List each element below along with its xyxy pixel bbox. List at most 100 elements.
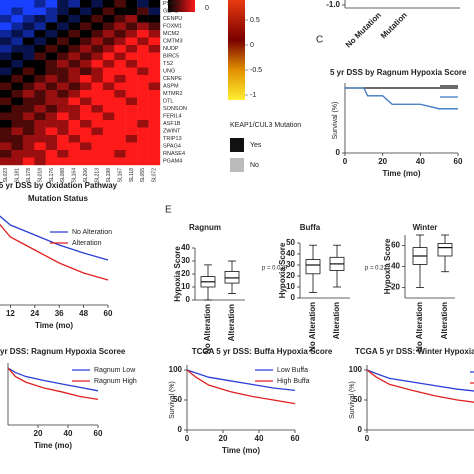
heatmap-cell xyxy=(102,150,115,158)
heatmap-cell xyxy=(0,30,12,38)
heatmap-cell xyxy=(68,97,81,106)
heatmap-cell xyxy=(0,90,12,98)
heatmap-cell xyxy=(102,22,115,31)
heatmap-cell xyxy=(68,67,81,76)
heatmap-cell xyxy=(11,105,24,113)
heatmap-cell xyxy=(22,120,35,128)
heatmap-cell xyxy=(0,60,12,68)
heatmap-cell xyxy=(57,15,69,23)
sample-label: SL072 xyxy=(152,168,158,183)
heatmap-cell xyxy=(11,135,24,143)
heatmap-cell xyxy=(102,67,115,76)
sample-label: SL213 xyxy=(94,168,100,183)
heatmap-cell xyxy=(91,135,104,143)
heatmap-cell xyxy=(57,112,69,121)
heatmap-cell xyxy=(114,142,126,151)
heatmap-cell xyxy=(11,15,24,23)
heatmap-cell xyxy=(102,82,115,91)
heatmap-cell xyxy=(80,82,92,91)
heatmap-cell xyxy=(45,97,58,106)
heatmap-cell xyxy=(125,22,138,31)
heatmap-cell xyxy=(0,67,12,76)
heatmap-cell xyxy=(80,30,92,38)
sample-label: SL164 xyxy=(72,168,78,183)
heatmap-cell xyxy=(102,90,115,98)
sample-label: SL088 xyxy=(60,168,66,183)
heatmap-cell xyxy=(137,22,149,31)
heatmap-cell xyxy=(102,127,115,136)
heatmap-cell xyxy=(22,105,35,113)
legend-label: No Alteration xyxy=(72,229,112,236)
heatmap-cell xyxy=(114,135,126,143)
heatmap-cell xyxy=(91,60,104,68)
heatmap-cell xyxy=(125,67,138,76)
heatmap-cell xyxy=(11,90,24,98)
x-tick-label: 36 xyxy=(55,309,64,318)
heatmap-cell xyxy=(11,97,24,106)
legend-swatch xyxy=(230,138,244,152)
x-tick-label: 60 xyxy=(291,434,300,443)
heatmap-cell xyxy=(11,7,24,16)
heatmap-cell xyxy=(125,150,138,158)
heatmap-cell xyxy=(91,30,104,38)
heatmap-cell xyxy=(114,112,126,121)
y-tick-label: 20 xyxy=(391,283,400,292)
sample-label: SL055 xyxy=(140,168,146,183)
heatmap-cell xyxy=(68,30,81,38)
gene-label: TRIP13 xyxy=(163,136,182,142)
heatmap-cell xyxy=(34,60,46,68)
heatmap-cell xyxy=(0,37,12,46)
heatmap-cell xyxy=(34,120,46,128)
y-tick-label: 30 xyxy=(181,256,190,265)
heatmap-cell xyxy=(91,15,104,23)
y-tick-label: 0 xyxy=(186,295,191,304)
sample-label: SL181 xyxy=(14,168,20,183)
legend-label: No xyxy=(250,162,259,169)
x-category-label: Mutation xyxy=(379,10,409,40)
panel-title: 5 yr DSS by Ragnum Hypoxia Score xyxy=(330,68,467,77)
y-tick-label: 40 xyxy=(286,249,295,258)
heatmap-cell xyxy=(68,22,81,31)
panel-title: Winter xyxy=(413,223,438,232)
legend-label: Yes xyxy=(250,142,262,149)
heatmap-cell xyxy=(114,67,126,76)
y-tick-label: 0 xyxy=(336,148,341,157)
heatmap-cell xyxy=(137,112,149,121)
heatmap-cell xyxy=(45,37,58,46)
heatmap-cell xyxy=(22,90,35,98)
heatmap-cell xyxy=(22,22,35,31)
heatmap-cell xyxy=(57,105,69,113)
panel-title: TCGA 5 yr DSS: Buffa Hypoxia Score xyxy=(192,347,333,356)
gene-label: ASPM xyxy=(163,84,179,90)
heatmap-cell xyxy=(22,97,35,106)
box xyxy=(224,270,240,284)
heatmap-cell xyxy=(22,52,35,61)
heatmap-cell xyxy=(45,142,58,151)
heatmap-cell xyxy=(0,22,12,31)
heatmap-cell xyxy=(102,112,115,121)
heatmap-cell xyxy=(91,45,104,53)
gene-label: MTMR2 xyxy=(163,91,183,97)
gene-label: PGAM4 xyxy=(163,159,182,165)
x-axis-label: Time (mo) xyxy=(222,446,260,455)
heatmap-cell xyxy=(125,90,138,98)
heatmap-cell xyxy=(91,37,104,46)
heatmap-cell xyxy=(114,150,126,158)
x-category-label: Alteration xyxy=(227,304,236,341)
heatmap-cell xyxy=(80,135,92,143)
heatmap-cell xyxy=(148,120,161,128)
heatmap-cell xyxy=(68,142,81,151)
gene-label: DTL xyxy=(163,99,173,105)
heatmap-cell xyxy=(22,67,35,76)
heatmap-cell xyxy=(11,142,24,151)
colorbar-tick-label: 0 xyxy=(250,42,254,49)
y-tick-label: 0 xyxy=(178,425,183,434)
gene-label: MCM2 xyxy=(163,31,179,37)
heatmap-cell xyxy=(57,97,69,106)
gene-label: RNASE4 xyxy=(163,151,185,157)
heatmap-cell xyxy=(91,90,104,98)
gene-label: CENPE xyxy=(163,76,182,82)
heatmap-cell xyxy=(11,157,24,166)
heatmap-cell xyxy=(148,157,161,166)
heatmap-cell xyxy=(11,30,24,38)
